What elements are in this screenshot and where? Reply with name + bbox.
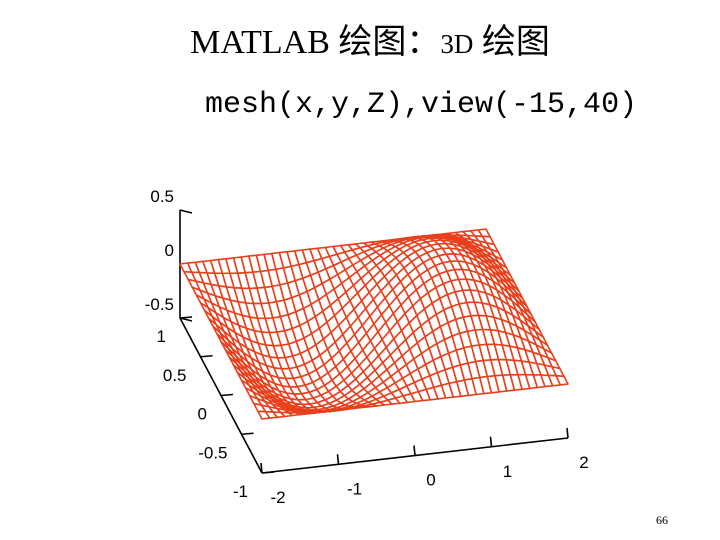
y-tick [241, 432, 254, 436]
y-tick-label: -1 [233, 482, 248, 501]
x-tick-label: 0 [426, 471, 435, 490]
x-tick [566, 427, 569, 439]
slide-title: MATLAB 绘图：3D 绘图 [0, 14, 720, 63]
x-tick-label: 1 [503, 462, 512, 481]
z-tick-label: 0.5 [150, 187, 174, 206]
axes-layer: -2 -1 0 1 2 -1 -0.5 0 0.5 1 -0.5 0 0.5 [145, 187, 589, 507]
z-tick-label: 0 [165, 241, 174, 260]
x-tick-label: -1 [347, 479, 362, 498]
plot-title: mesh(x,y,Z),view(-15,40) [205, 88, 638, 122]
slide-title-drawing: 绘图： [338, 24, 441, 61]
z-tick [179, 317, 193, 322]
y-tick-label: 1 [157, 327, 166, 346]
y-tick [220, 393, 234, 397]
z-tick [179, 209, 193, 214]
x-tick [260, 462, 263, 474]
mesh-cell [555, 374, 569, 386]
mesh-layer [179, 228, 569, 420]
y-tick-label: 0 [198, 405, 207, 424]
x-tick-label: -2 [270, 488, 285, 507]
z-tick-label: -0.5 [145, 295, 174, 314]
slide-title-matlab: MATLAB [190, 24, 330, 61]
slide-title-drawing-2: 绘图 [481, 24, 550, 61]
x-tick-label: 2 [579, 453, 588, 472]
y-tick-label: -0.5 [198, 443, 227, 462]
page-number: 66 [656, 513, 668, 527]
y-tick [200, 354, 213, 358]
y-tick-label: 0.5 [163, 366, 187, 385]
slide-title-3d: 3D [440, 29, 474, 59]
x-tick [489, 436, 493, 447]
x-tick [413, 445, 416, 456]
y-tick [261, 471, 275, 474]
x-tick [336, 454, 340, 465]
